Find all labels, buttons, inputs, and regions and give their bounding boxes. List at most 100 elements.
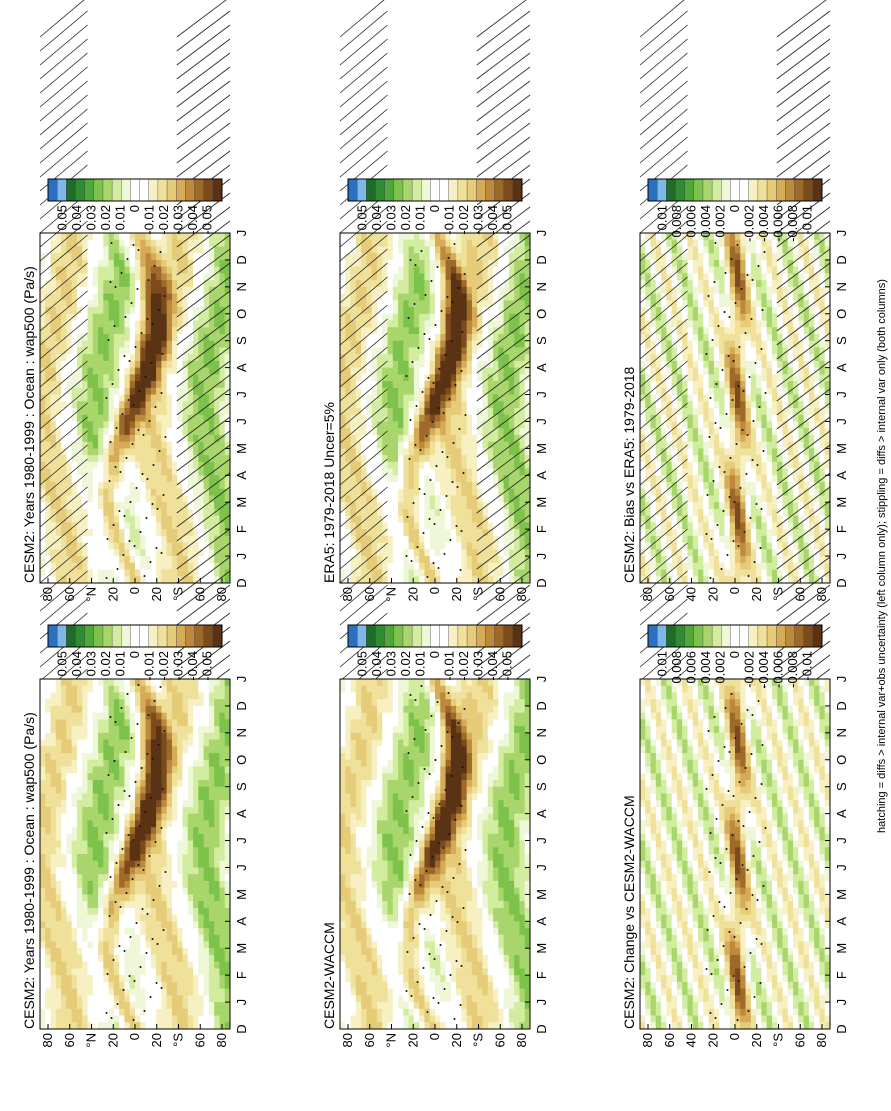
heat-cell — [92, 712, 99, 720]
heat-cell — [113, 340, 120, 348]
heat-cell — [150, 1001, 157, 1009]
heat-cell — [187, 752, 194, 760]
heat-cell — [45, 793, 51, 801]
heat-cell — [187, 732, 194, 740]
heat-cell — [161, 833, 168, 841]
heat-cell — [113, 306, 120, 314]
heat-cell — [429, 481, 436, 489]
heat-cell — [129, 920, 136, 929]
heat-cell — [198, 712, 205, 720]
heat-cell — [45, 562, 51, 570]
heat-cell — [124, 575, 131, 583]
heat-cell — [392, 528, 399, 536]
heat-cell — [376, 528, 383, 536]
heat-cell — [198, 1015, 205, 1023]
heat-cell — [214, 718, 220, 727]
heat-cell — [50, 461, 57, 469]
heat-cell — [61, 941, 67, 949]
heat-cell — [45, 515, 51, 523]
heat-cell — [361, 515, 367, 523]
heat-cell — [166, 725, 173, 733]
heat-cell — [113, 779, 120, 787]
heat-cell — [98, 873, 104, 881]
heat-cell — [514, 515, 520, 523]
heat-cell — [113, 893, 120, 902]
heat-cell — [203, 326, 210, 334]
heat-cell — [224, 705, 231, 713]
heat-cell — [113, 555, 120, 563]
heat-cell — [508, 542, 515, 550]
colorbar-swatch — [130, 178, 141, 202]
heat-cell — [135, 447, 141, 456]
heat-cell — [82, 1008, 88, 1016]
heat-cell — [161, 772, 168, 780]
heat-cell — [408, 569, 415, 577]
heat-cell — [61, 752, 67, 760]
heat-cell — [224, 947, 231, 955]
heat-cell — [82, 793, 88, 801]
heat-cell — [161, 508, 168, 516]
heat-cell — [471, 535, 478, 543]
heat-cell — [45, 340, 51, 348]
heat-cell — [413, 441, 420, 449]
heat-cell — [193, 853, 199, 861]
heat-cell — [429, 434, 436, 442]
heat-cell — [140, 353, 146, 361]
heat-cell — [156, 252, 162, 260]
heat-cell — [71, 880, 78, 888]
heat-cell — [214, 880, 220, 888]
heat-cell — [50, 293, 57, 301]
heat-cell — [471, 522, 478, 530]
heat-cell — [98, 333, 104, 341]
heat-cell — [435, 461, 441, 469]
heat-cell — [108, 1001, 115, 1009]
heat-cell — [182, 833, 189, 841]
heat-cell — [40, 860, 46, 868]
heat-cell — [140, 1008, 146, 1016]
heat-cell — [450, 535, 457, 543]
heat-cell — [76, 1001, 83, 1009]
heat-cell — [103, 501, 110, 509]
heat-cell — [182, 745, 189, 754]
heat-cell — [129, 279, 136, 287]
heat-cell — [71, 793, 78, 801]
heat-cell — [108, 259, 115, 267]
heat-cell — [398, 427, 404, 435]
heat-cell — [40, 252, 46, 260]
heat-cell — [340, 447, 346, 456]
heat-cell — [193, 793, 199, 801]
heat-cell — [361, 468, 367, 476]
heat-cell — [124, 813, 131, 821]
heat-cell — [203, 293, 210, 301]
heat-cell — [187, 934, 194, 942]
heat-cell — [87, 907, 94, 915]
heat-cell — [456, 548, 462, 557]
heat-cell — [177, 400, 183, 408]
heat-cell — [140, 914, 146, 922]
heat-cell — [150, 739, 157, 747]
heat-cell — [71, 454, 78, 462]
hatch-line — [39, 472, 88, 514]
heat-cell — [145, 522, 152, 530]
heat-cell — [71, 394, 78, 402]
heat-cell — [87, 934, 94, 942]
hatch-line — [176, 52, 231, 94]
heat-cell — [66, 528, 73, 536]
heat-cell — [113, 981, 120, 989]
heat-cell — [45, 840, 51, 848]
heat-cell — [445, 427, 452, 435]
heat-cell — [108, 246, 115, 254]
heat-cell — [98, 299, 104, 308]
heat-cell — [224, 535, 231, 543]
heat-cell — [187, 434, 194, 442]
heat-cell — [355, 474, 362, 483]
heat-cell — [177, 745, 183, 754]
heat-cell — [76, 353, 83, 361]
heat-cell — [208, 367, 215, 375]
heat-cell — [156, 759, 162, 767]
stipple-dot — [118, 945, 121, 947]
heat-cell — [50, 813, 57, 821]
heat-cell — [187, 320, 194, 328]
heat-cell — [219, 873, 226, 881]
heat-cell — [387, 461, 394, 469]
